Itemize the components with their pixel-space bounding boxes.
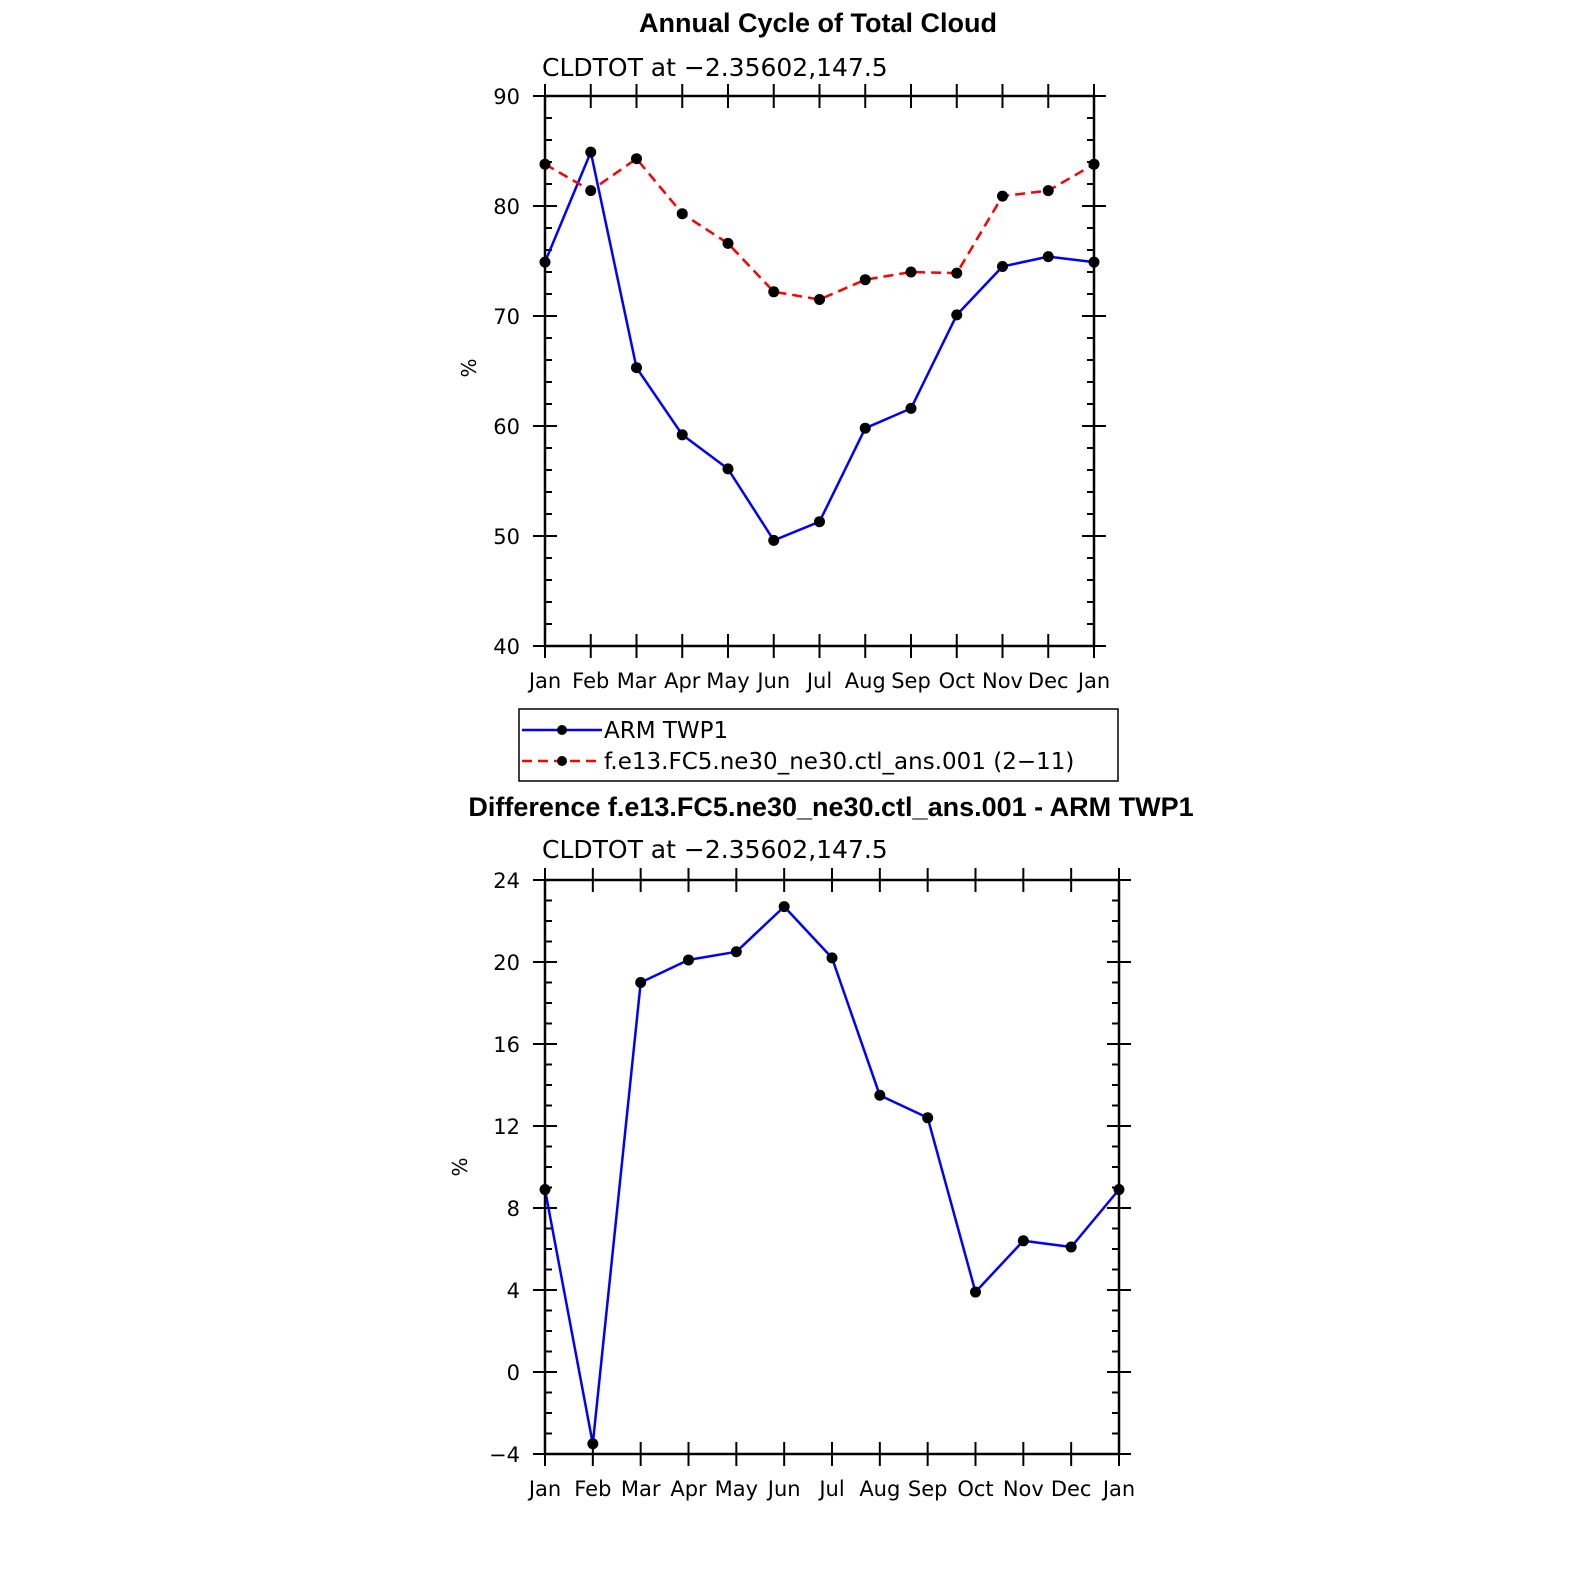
- y-tick-label: 60: [493, 415, 520, 439]
- data-point: [997, 261, 1008, 272]
- chart-title-1: Annual Cycle of Total Cloud: [639, 8, 997, 38]
- x-tick-label: Sep: [908, 1477, 948, 1501]
- y-tick-label: 12: [493, 1115, 520, 1139]
- x-tick-label: Feb: [572, 669, 609, 693]
- x-tick-label: Jan: [1076, 669, 1110, 693]
- x-tick-label: Nov: [982, 669, 1023, 693]
- legend-marker-arm: [557, 725, 567, 735]
- data-point: [722, 463, 734, 475]
- series-lines-2: [543, 905, 1120, 1446]
- x-tick-label: Jun: [766, 1477, 801, 1501]
- data-point: [778, 901, 790, 913]
- data-point: [1065, 1241, 1077, 1253]
- chart-title-2: Difference f.e13.FC5.ne30_ne30.ctl_ans.0…: [468, 792, 1193, 822]
- x-tick-label: Nov: [1003, 1477, 1044, 1501]
- data-point: [635, 977, 647, 988]
- data-point: [826, 952, 838, 964]
- data-point: [997, 190, 1008, 202]
- data-point: [768, 534, 780, 546]
- x-tick-label: Jul: [805, 669, 832, 693]
- data-point: [1042, 251, 1054, 263]
- x-tick-label: Aug: [859, 1477, 900, 1501]
- legend-box: [518, 708, 1119, 782]
- data-point: [859, 274, 871, 286]
- data-point: [722, 237, 734, 249]
- y-tick-label: 70: [493, 305, 520, 329]
- legend-marker-model: [557, 756, 567, 766]
- data-point: [874, 1089, 886, 1101]
- y-tick-label: −4: [489, 1443, 520, 1467]
- y-tick-label: 4: [507, 1279, 520, 1303]
- data-point: [1017, 1235, 1029, 1247]
- y-axis-label-2: %: [448, 1157, 472, 1176]
- x-tick-label: Apr: [664, 669, 701, 693]
- data-point: [683, 954, 694, 966]
- data-point: [631, 153, 642, 165]
- y-tick-label: 8: [507, 1197, 520, 1221]
- data-point: [768, 286, 780, 298]
- y-tick-label: 50: [493, 525, 520, 549]
- series-points-2: [539, 901, 1125, 1450]
- panel-difference: Difference f.e13.FC5.ne30_ne30.ctl_ans.0…: [448, 792, 1194, 1501]
- data-point: [922, 1112, 934, 1124]
- y-tick-label: 20: [493, 951, 520, 975]
- x-tick-label: Aug: [845, 669, 886, 693]
- series-line-1: [544, 157, 1095, 301]
- plot-frame-2: [543, 878, 1121, 1456]
- data-point: [1042, 185, 1054, 197]
- legend-label-arm: ARM TWP1: [604, 718, 728, 744]
- x-tick-label: Sep: [891, 669, 931, 693]
- x-tick-label: Apr: [670, 1477, 707, 1501]
- plot-frame-1: [543, 94, 1096, 648]
- series-points-1: [539, 146, 1100, 546]
- data-point: [905, 402, 917, 414]
- data-point: [730, 946, 742, 958]
- y-tick-label: 0: [507, 1361, 520, 1385]
- y-tick-label: 80: [493, 195, 520, 219]
- x-tick-label: Jan: [527, 669, 561, 693]
- x-tick-label: May: [715, 1477, 758, 1501]
- x-tick-label: Jan: [1101, 1477, 1135, 1501]
- x-tick-label: Jul: [817, 1477, 844, 1501]
- data-point: [905, 266, 917, 278]
- data-point: [814, 516, 825, 528]
- data-point: [585, 146, 597, 158]
- chart-subtitle-2: CLDTOT at −2.35602,147.5: [542, 835, 888, 864]
- data-point: [585, 185, 597, 197]
- x-tick-label: Dec: [1051, 1477, 1092, 1501]
- x-tick-label: Jun: [755, 669, 790, 693]
- legend: ARM TWP1 f.e13.FC5.ne30_ne30.ctl_ans.001…: [518, 708, 1119, 782]
- data-point: [951, 267, 963, 279]
- x-tick-label: Feb: [574, 1477, 611, 1501]
- data-point: [859, 422, 871, 434]
- x-tick-label: Mar: [617, 669, 657, 693]
- y-tick-label: 90: [493, 85, 520, 109]
- x-tick-label: May: [706, 669, 749, 693]
- series-lines-1: [543, 150, 1095, 542]
- y-tick-label: 24: [493, 869, 520, 893]
- x-tick-label: Jan: [527, 1477, 561, 1501]
- data-point: [951, 309, 963, 321]
- chart-subtitle-1: CLDTOT at −2.35602,147.5: [542, 53, 888, 82]
- series-line-0: [543, 905, 1120, 1446]
- series-line-0: [543, 150, 1095, 542]
- data-point: [970, 1286, 981, 1298]
- panel-annual-cycle: Annual Cycle of Total Cloud CLDTOT at −2…: [457, 8, 1110, 693]
- data-point: [631, 362, 642, 374]
- y-axis-label-1: %: [457, 358, 481, 377]
- x-tick-label: Mar: [621, 1477, 661, 1501]
- x-tick-label: Dec: [1028, 669, 1069, 693]
- data-point: [676, 429, 688, 441]
- legend-label-model: f.e13.FC5.ne30_ne30.ctl_ans.001 (2−11): [604, 749, 1074, 775]
- data-point: [587, 1438, 599, 1450]
- y-tick-label: 16: [493, 1033, 520, 1057]
- y-tick-label: 40: [493, 635, 520, 659]
- x-tick-label: Oct: [957, 1477, 993, 1501]
- x-tick-label: Oct: [939, 669, 975, 693]
- data-point: [814, 294, 825, 305]
- data-point: [676, 208, 688, 220]
- axis-ticks-1: 40 50 60 70 80 90 Jan Feb Mar Apr May Jun Jul Aug Sep O…: [493, 84, 1110, 693]
